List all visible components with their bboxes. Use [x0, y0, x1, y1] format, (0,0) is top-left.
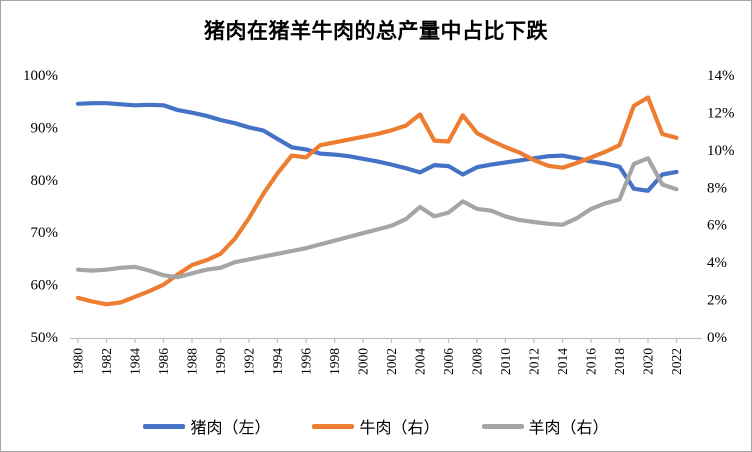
- left-axis-tick-label: 80%: [31, 173, 59, 189]
- left-axis-tick-label: 70%: [31, 225, 59, 241]
- x-axis-year-label: 2020: [641, 348, 656, 375]
- x-axis-year-label: 2012: [527, 348, 542, 375]
- chart-title: 猪肉在猪羊牛肉的总产量中占比下跌: [204, 19, 548, 43]
- x-axis-year-label: 2022: [669, 348, 684, 375]
- x-axis-year-label: 1990: [213, 348, 228, 375]
- x-axis-year-label: 1980: [71, 348, 86, 375]
- legend-label-mutton: 羊肉（右）: [528, 420, 609, 437]
- x-axis-year-label: 1996: [299, 348, 314, 375]
- right-axis-tick-label: 14%: [707, 68, 735, 84]
- x-axis-year-label: 2010: [498, 348, 513, 375]
- right-axis-tick-label: 0%: [707, 330, 727, 346]
- right-axis-tick-label: 4%: [707, 255, 727, 271]
- x-axis-year-label: 1982: [99, 348, 114, 375]
- x-axis-year-label: 1998: [327, 348, 342, 375]
- legend-label-beef: 牛肉（右）: [359, 420, 440, 437]
- chart-legend: 猪肉（左） 牛肉（右） 羊肉（右）: [1, 414, 751, 438]
- beef-series-line: [75, 95, 679, 307]
- x-axis-year-label: 2006: [441, 348, 456, 375]
- x-axis-year-label: 2000: [356, 348, 371, 375]
- left-axis-tick-label: 100%: [23, 68, 58, 84]
- legend-item-mutton: 羊肉（右）: [481, 414, 609, 438]
- x-axis-year-label: 1992: [242, 348, 257, 375]
- left-axis-tick-label: 90%: [31, 120, 59, 136]
- legend-item-pork: 猪肉（左）: [143, 414, 270, 438]
- x-axis-year-label: 2018: [612, 348, 627, 375]
- right-axis-tick-label: 12%: [707, 105, 735, 121]
- mutton-series-line: [75, 156, 679, 280]
- legend-label-pork: 猪肉（左）: [190, 420, 271, 437]
- mutton-line-swatch: [481, 423, 524, 429]
- left-axis-tick-label: 60%: [31, 278, 59, 294]
- beef-line-swatch: [312, 423, 355, 429]
- x-axis-year-label: 1994: [270, 348, 285, 375]
- right-axis-tick-label: 2%: [707, 293, 727, 309]
- x-axis-year-label: 1988: [185, 348, 200, 375]
- x-axis-year-label: 2004: [413, 348, 428, 375]
- right-axis-tick-label: 6%: [707, 218, 727, 234]
- x-axis-year-label: 2002: [384, 348, 399, 375]
- x-axis-year-label: 2008: [470, 348, 485, 375]
- x-axis-year-label: 1986: [156, 348, 171, 375]
- x-axis-year-label: 1984: [128, 348, 143, 375]
- pork-series-line: [75, 101, 679, 193]
- x-axis-year-label: 2016: [584, 348, 599, 375]
- x-axis-year-label: 2014: [555, 348, 570, 375]
- pork-line-swatch: [143, 423, 186, 429]
- left-axis-tick-label: 50%: [31, 330, 59, 346]
- legend-item-beef: 牛肉（右）: [312, 414, 440, 438]
- right-axis-tick-label: 8%: [707, 180, 727, 196]
- right-axis-tick-label: 10%: [707, 143, 735, 159]
